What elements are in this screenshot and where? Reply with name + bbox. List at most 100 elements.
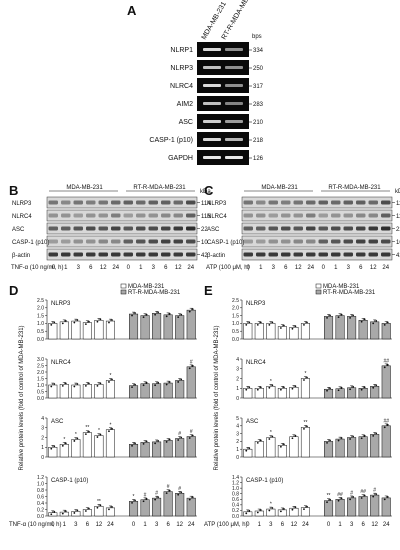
y-tick-label: 0.2 [37,507,44,513]
blot-time-label: 24 [307,265,314,271]
blot-band [243,200,253,205]
bar [254,388,264,399]
bar [300,427,310,458]
data-dot [291,508,294,511]
blot-band [61,213,71,218]
bar [277,388,287,399]
data-dot [142,500,145,503]
bar [324,388,334,399]
data-dot [165,441,168,443]
blot-band [186,226,196,231]
x-tick-label: 6 [86,522,90,528]
bar [163,314,173,340]
data-dot [248,447,251,450]
blot-band [86,213,96,218]
significance-mark: * [63,437,65,443]
blot-kda-value: 22 [201,227,208,233]
data-dot [360,320,363,323]
blot-time-label: 3 [152,265,156,271]
data-dot [383,426,386,429]
data-dot [108,430,110,433]
gel-row-bg [197,60,249,75]
x-tick-label: 24 [383,522,390,528]
y-tick-label: 0.0 [37,337,44,343]
y-tick-label: 4 [236,357,239,363]
blot-band [173,252,183,257]
data-dot [131,501,133,504]
data-dot [245,512,248,515]
bar [175,315,185,340]
data-dot [349,498,352,501]
bar [324,500,334,517]
data-dot [329,439,331,442]
data-dot [191,364,194,367]
blot-band [98,226,108,231]
data-dot [363,494,366,497]
gel-row-label: NLRC4 [170,83,193,90]
blot-band [123,226,133,231]
bar [105,507,115,517]
bar [152,313,162,340]
blot-band [368,213,378,218]
blot-band [318,226,328,231]
bar [289,387,299,399]
data-dot [282,507,285,510]
data-dot [99,382,102,385]
blot-band [343,200,353,205]
bar [347,497,357,517]
y-tick-label: 0.5 [37,329,44,335]
blot-time-label: 0 [322,265,326,271]
data-dot [386,495,389,498]
data-dot [375,384,378,387]
data-dot [84,433,87,436]
data-dot [337,316,340,318]
blot-row-label: NLRP3 [12,201,32,207]
y-tick-label: 2 [236,439,239,445]
y-tick-label: 1.5 [37,376,44,382]
data-dot [168,489,171,492]
bar [186,309,196,340]
bar [243,323,253,340]
blot-band [281,226,291,231]
data-dot [329,498,331,501]
data-dot [73,512,76,514]
y-tick-label: 2.5 [37,298,44,304]
data-dot [326,389,328,392]
blot-band [306,200,316,205]
gel-band [225,48,243,51]
data-dot [360,437,363,440]
blot-band [268,239,278,244]
data-dot [303,427,305,430]
data-dot [145,381,148,384]
significance-mark: # [167,484,170,490]
data-dot [142,442,145,445]
data-dot [87,430,90,433]
blot-band [368,226,378,231]
y-tick-label: 1 [41,445,44,451]
gel-row-bg [197,96,249,111]
data-dot [248,321,251,324]
data-dot [271,384,274,387]
data-dot [326,316,328,319]
data-dot [50,324,53,326]
data-dot [329,387,331,390]
gel-band [203,120,221,123]
x-tick-label: 24 [188,522,195,528]
blot-band [306,213,316,218]
y-tick-label: 1.2 [37,475,44,481]
subplot-title: CASP-1 (p10) [51,478,88,484]
data-dot [360,497,363,499]
y-tick-label: 1.0 [37,481,44,487]
significance-mark: # [373,488,376,494]
gel-band [225,120,243,123]
data-dot [61,512,64,515]
blot-band [368,239,378,244]
data-dot [386,321,389,324]
blot-time-label: 6 [284,265,288,271]
blot-time-label: 6 [359,265,363,271]
y-tick-label: 0 [236,455,239,461]
y-tick-label: 0.0 [232,337,239,343]
data-dot [372,322,375,325]
data-dot [306,376,308,379]
significance-mark: * [270,502,272,508]
